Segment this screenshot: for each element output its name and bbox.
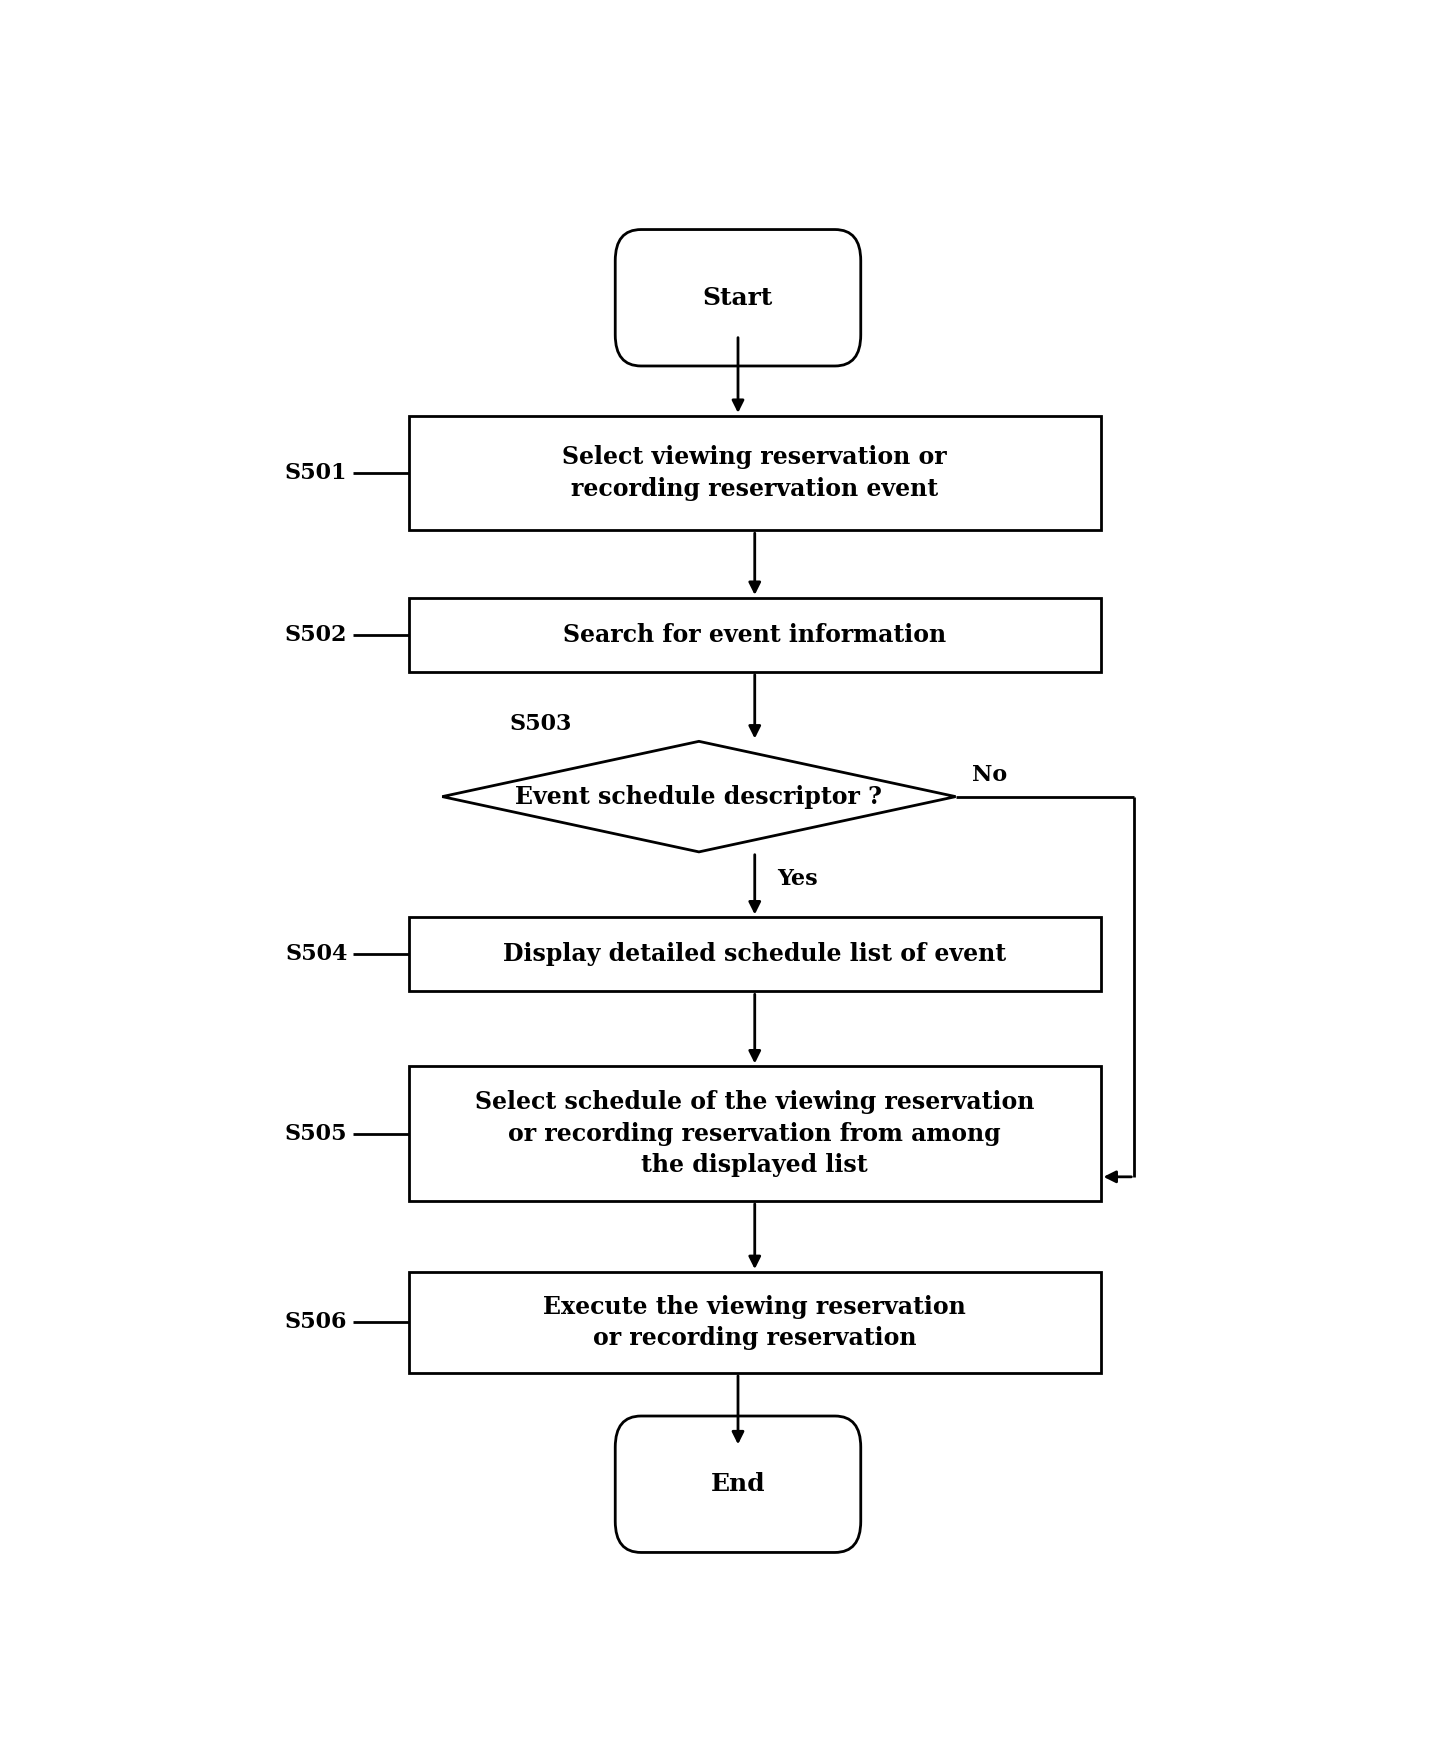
FancyBboxPatch shape xyxy=(615,229,861,366)
Text: S502: S502 xyxy=(285,623,347,646)
Text: S504: S504 xyxy=(285,944,347,965)
FancyBboxPatch shape xyxy=(615,1417,861,1553)
Text: Yes: Yes xyxy=(778,868,818,890)
Text: Start: Start xyxy=(703,285,773,310)
Bar xyxy=(409,918,1100,991)
Text: End: End xyxy=(711,1473,765,1497)
Text: No: No xyxy=(972,763,1008,786)
Text: Select viewing reservation or
recording reservation event: Select viewing reservation or recording … xyxy=(563,445,948,501)
Text: S501: S501 xyxy=(285,462,347,483)
Bar xyxy=(409,1271,1100,1373)
Bar xyxy=(409,1066,1100,1201)
Text: S506: S506 xyxy=(285,1311,347,1334)
Text: Select schedule of the viewing reservation
or recording reservation from among
t: Select schedule of the viewing reservati… xyxy=(475,1091,1034,1177)
Text: Display detailed schedule list of event: Display detailed schedule list of event xyxy=(503,942,1007,967)
Text: S503: S503 xyxy=(510,713,572,735)
Bar xyxy=(409,415,1100,531)
Text: S505: S505 xyxy=(285,1122,347,1145)
Polygon shape xyxy=(442,741,956,853)
Text: Event schedule descriptor ?: Event schedule descriptor ? xyxy=(516,784,883,809)
Text: Execute the viewing reservation
or recording reservation: Execute the viewing reservation or recor… xyxy=(543,1294,966,1350)
Text: Search for event information: Search for event information xyxy=(563,623,946,646)
Bar xyxy=(409,597,1100,672)
